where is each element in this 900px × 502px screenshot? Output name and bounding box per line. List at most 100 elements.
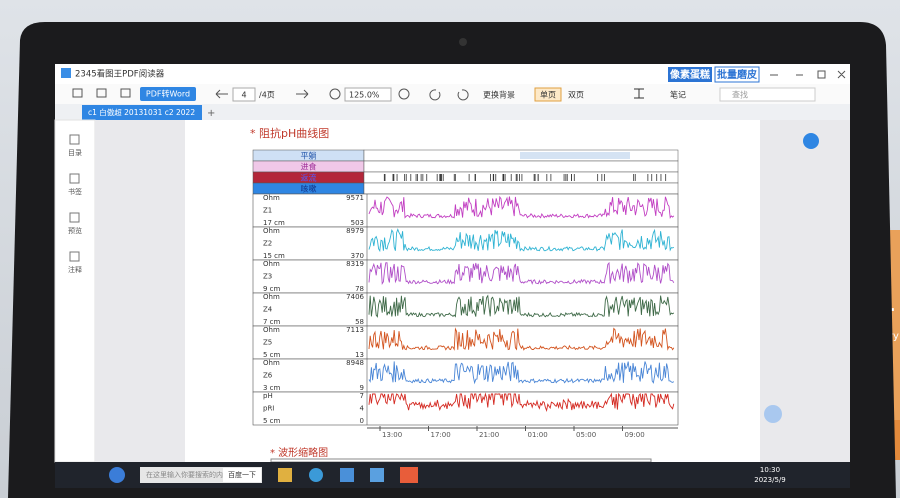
channel-text: Z6 <box>263 372 273 380</box>
tab-label: c1 白傲超 20131031 c2 2022 <box>88 107 195 117</box>
waveform <box>368 392 675 412</box>
sidebar-label: 预览 <box>68 226 82 235</box>
channel-text: 8979 <box>346 227 364 235</box>
channel-text: Ohm <box>263 326 280 334</box>
channel-text: 78 <box>355 285 364 293</box>
waveform <box>368 261 675 286</box>
promo-label: 像素蛋糕 <box>669 68 710 81</box>
sidebar-icon <box>69 173 80 184</box>
channel-text: Ohm <box>263 293 280 301</box>
clock-date: 2023/5/9 <box>754 476 785 484</box>
channel-text: Z1 <box>263 207 272 215</box>
channel-text: 503 <box>351 219 364 227</box>
channel-text: Ohm <box>263 260 280 268</box>
convert-label: PDF转Word <box>146 89 190 99</box>
app[interactable] <box>370 468 384 482</box>
channel-frame <box>252 325 679 360</box>
sidebar-icon <box>69 134 80 145</box>
window-control-icons <box>770 70 846 79</box>
search-box[interactable] <box>719 87 816 102</box>
app[interactable] <box>400 467 418 483</box>
app[interactable] <box>340 468 354 482</box>
channel-text: pRI <box>263 405 274 413</box>
promo-button[interactable] <box>668 67 712 82</box>
page-total: /4页 <box>259 91 275 100</box>
clock-time: 10:30 <box>760 466 780 474</box>
zoom-select[interactable] <box>344 87 392 102</box>
page-number: 4 <box>241 91 246 100</box>
baidu-label: 百度一下 <box>228 470 256 479</box>
channel-frame <box>252 193 679 228</box>
channel-text: 5 cm <box>263 417 281 425</box>
channel-text: 3 cm <box>263 384 281 392</box>
scroll-top-button[interactable] <box>764 405 782 423</box>
time-label: 05:00 <box>576 431 596 439</box>
float-button[interactable] <box>803 133 819 149</box>
channel-frame <box>252 259 679 294</box>
window-title: 2345看图王PDF阅读器 <box>75 69 165 80</box>
app-icon <box>61 68 71 78</box>
channel-text: Z3 <box>263 273 272 281</box>
channel-text: 15 cm <box>263 252 285 260</box>
channel-text: 7406 <box>346 293 364 301</box>
event-track <box>363 182 679 195</box>
waveform <box>368 327 675 351</box>
event-track <box>363 160 679 173</box>
double-page-button[interactable]: 双页 <box>568 91 584 100</box>
channel-text: 9571 <box>346 194 364 202</box>
sidebar <box>54 119 96 463</box>
channel-text: 7 cm <box>263 318 281 326</box>
tab-bar <box>55 104 850 120</box>
channel-text: 17 cm <box>263 219 285 227</box>
time-label: 21:00 <box>479 431 499 439</box>
event-label: 咳嗽 <box>301 184 317 194</box>
channel-text: Ohm <box>263 359 280 367</box>
window-controls[interactable] <box>770 70 846 79</box>
notes-button[interactable]: 笔记 <box>670 90 686 100</box>
start-button[interactable] <box>109 467 125 483</box>
single-page-button[interactable] <box>534 87 562 102</box>
single-page-label: 单页 <box>540 90 556 100</box>
channel-scale: 0 <box>360 417 364 425</box>
sidebar-label: 注释 <box>68 265 82 274</box>
webcam <box>459 38 467 46</box>
channel-text: Z4 <box>263 306 273 314</box>
channel-text: 9 cm <box>263 285 281 293</box>
toolbar-icons <box>72 88 469 101</box>
sidebar-icon <box>69 212 80 223</box>
taskbar-apps[interactable] <box>278 467 418 483</box>
channel-text: 370 <box>351 252 364 260</box>
channel-text: 8319 <box>346 260 364 268</box>
title-bar <box>55 64 850 84</box>
page-input[interactable] <box>232 87 256 102</box>
heading-2: * 波形缩略图 <box>270 446 328 459</box>
waveform <box>368 361 675 385</box>
channel-text: 9 <box>360 384 364 392</box>
channel-text: 8948 <box>346 359 364 367</box>
time-label: 01:00 <box>528 431 548 439</box>
channel-frame <box>252 358 679 393</box>
channel-scale: 7 <box>360 392 364 400</box>
heading: * 阻抗pH曲线图 <box>250 126 329 140</box>
baidu-button[interactable] <box>223 468 261 482</box>
background-button[interactable]: 更换背景 <box>483 90 515 100</box>
channel-text: 13 <box>355 351 364 359</box>
app[interactable] <box>278 468 292 482</box>
search-placeholder: 查找 <box>732 90 748 100</box>
promo-button[interactable] <box>714 66 760 83</box>
promo-label: 批量磨皮 <box>717 68 757 81</box>
channel-text: Ohm <box>263 194 280 202</box>
channel-text: 5 cm <box>263 351 281 359</box>
event-label: 平躺 <box>301 151 317 161</box>
app[interactable] <box>309 468 323 482</box>
time-label: 13:00 <box>382 431 402 439</box>
event-label: 进食 <box>301 162 317 172</box>
channel-text: Z2 <box>263 240 272 248</box>
tab[interactable] <box>82 105 202 120</box>
waveform <box>368 195 675 219</box>
zoom-value: 125.0% <box>349 91 380 100</box>
convert-button[interactable] <box>140 87 196 101</box>
waveform <box>368 228 675 253</box>
text-icon <box>634 88 644 99</box>
